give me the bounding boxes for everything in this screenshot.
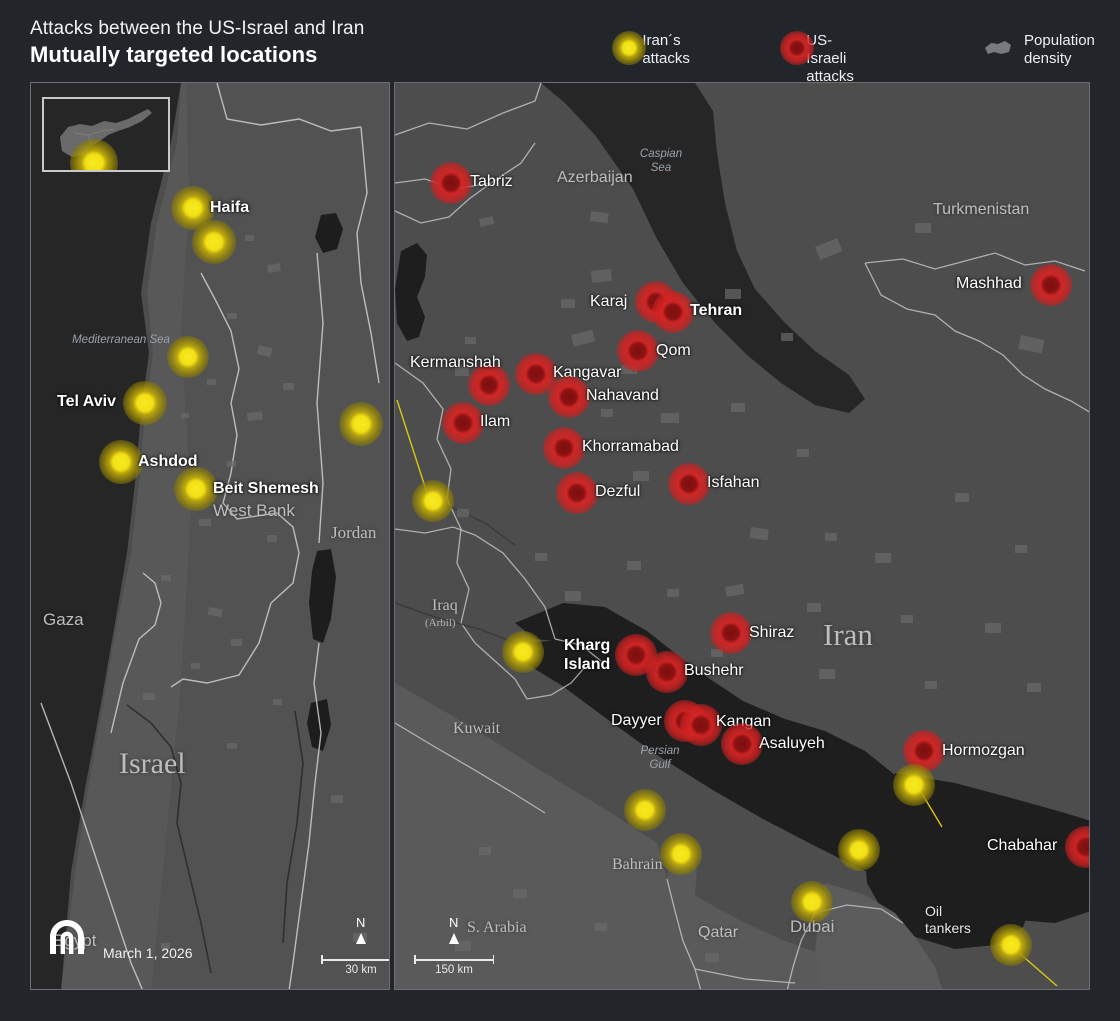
country-label-jordan: Jordan	[331, 523, 377, 542]
map-marker-mashhad[interactable]	[1030, 264, 1072, 306]
country-label-turkmenistan: Turkmenistan	[933, 201, 1030, 218]
city-label-tabriz: Tabriz	[470, 173, 513, 190]
legend-item-iran-attacks[interactable]: Iran´s attacks	[612, 31, 702, 68]
map-marker-asaluyeh[interactable]	[721, 723, 763, 765]
red-dot-icon	[780, 31, 814, 65]
city-label-asaluyeh: Asaluyeh	[759, 735, 825, 752]
country-label-gaza: Gaza	[43, 610, 84, 629]
scale-label-left: 30 km	[345, 964, 377, 976]
country-label-iran: Iran	[823, 617, 873, 652]
map-marker-tel-aviv[interactable]	[123, 381, 167, 425]
population-density-swatch-icon	[985, 41, 1011, 54]
iran-region-map-panel[interactable]: Caspian Sea Persian Gulf Iran Azerbaijan…	[394, 82, 1090, 990]
north-label-left: N	[356, 915, 366, 930]
legend-label: US-Israeli attacks	[806, 32, 854, 85]
city-label-beit-shemesh: Beit Shemesh	[213, 480, 319, 497]
north-label-right: N	[449, 915, 459, 930]
city-label-ashdod: Ashdod	[138, 453, 198, 470]
north-arrow-right-icon	[449, 933, 459, 944]
map-marker-oman-duqm[interactable]	[990, 924, 1032, 966]
city-label-dezful: Dezful	[595, 483, 641, 500]
map-marker-cyprus[interactable]	[70, 139, 118, 170]
iran-basemap	[395, 83, 1089, 989]
map-marker-qom[interactable]	[617, 330, 659, 372]
sea-label-persian-gulf: Persian Gulf	[640, 745, 680, 771]
map-marker-iraq-arbil[interactable]	[412, 480, 454, 522]
map-marker-bushehr[interactable]	[646, 651, 688, 693]
city-label-kharg-island: Kharg Island	[564, 637, 611, 673]
city-label-khorramabad: Khorramabad	[582, 438, 679, 455]
country-label-qatar: Qatar	[698, 924, 739, 941]
page-title: Mutually targeted locations	[30, 42, 318, 67]
map-marker-qatar[interactable]	[660, 833, 702, 875]
city-label-qom: Qom	[656, 342, 691, 359]
city-label-kermanshah: Kermanshah	[410, 354, 501, 371]
israel-basemap	[31, 83, 389, 989]
city-label-karaj: Karaj	[590, 293, 628, 310]
legend-item-us-israeli-attacks[interactable]: US-Israeli attacks	[780, 31, 870, 86]
map-marker-kermanshah[interactable]	[468, 364, 510, 406]
country-label-israel: Israel	[119, 747, 186, 780]
publication-date: March 1, 2026	[103, 945, 193, 961]
map-marker-beit-shemesh[interactable]	[174, 467, 218, 511]
legend-label: Iran´s attacks	[642, 32, 690, 67]
map-marker-khorramabad[interactable]	[543, 427, 585, 469]
country-label-kuwait: Kuwait	[453, 720, 501, 737]
map-marker-coastal-central[interactable]	[167, 336, 209, 378]
map-marker-tabriz[interactable]	[430, 162, 472, 204]
map-marker-dubai[interactable]	[838, 829, 880, 871]
city-label-mashhad: Mashhad	[956, 275, 1022, 292]
map-marker-isfahan[interactable]	[668, 463, 710, 505]
map-marker-kangan[interactable]	[680, 704, 722, 746]
legend-item-population-density[interactable]: Population density	[982, 31, 1095, 68]
map-marker-ashdod[interactable]	[99, 440, 143, 484]
country-label-azerbaijan: Azerbaijan	[557, 169, 633, 186]
city-label-shiraz: Shiraz	[749, 624, 795, 641]
city-label-hormozgan: Hormozgan	[942, 742, 1025, 759]
city-label-dayyer: Dayyer	[611, 712, 662, 729]
map-marker-bahrain[interactable]	[624, 789, 666, 831]
country-label-saudi-arabia: S. Arabia	[467, 919, 527, 936]
map-marker-oil-tankers[interactable]	[893, 764, 935, 806]
city-label-bushehr: Bushehr	[684, 662, 744, 679]
city-label-tehran: Tehran	[690, 302, 743, 319]
title-block: Attacks between the US-Israel and Iran M…	[30, 17, 364, 69]
map-marker-coastal-north[interactable]	[192, 220, 236, 264]
header: Attacks between the US-Israel and Iran M…	[0, 0, 1120, 85]
annotation-oil-tankers: Oil tankers	[925, 903, 971, 936]
city-label-tel-aviv: Tel Aviv	[57, 393, 116, 410]
map-marker-uae[interactable]	[791, 881, 833, 923]
map-marker-nahavand[interactable]	[548, 376, 590, 418]
kicker: Attacks between the US-Israel and Iran	[30, 18, 365, 39]
map-marker-ilam[interactable]	[442, 402, 484, 444]
map-marker-shiraz[interactable]	[710, 612, 752, 654]
city-label-ilam: Ilam	[480, 413, 511, 430]
scale-label-right: 150 km	[435, 964, 473, 976]
sea-label-caspian: Caspian Sea	[639, 148, 683, 174]
legend-label: Population density	[1024, 32, 1095, 67]
map-marker-jordan[interactable]	[339, 402, 383, 446]
annotation-arbil: (Arbil)	[425, 617, 456, 629]
cyprus-inset[interactable]	[42, 97, 170, 172]
north-arrow-left-icon	[356, 933, 366, 944]
sea-label-mediterranean: Mediterranean Sea	[72, 334, 170, 346]
city-label-nahavand: Nahavand	[586, 387, 659, 404]
yellow-dot-icon	[612, 31, 646, 65]
anadolu-agency-logo	[50, 920, 84, 954]
map-marker-kuwait[interactable]	[502, 631, 544, 673]
country-label-west-bank: West Bank	[213, 501, 295, 520]
country-label-dubai: Dubai	[790, 917, 835, 936]
city-label-haifa: Haifa	[210, 199, 250, 216]
country-label-iraq: Iraq	[432, 597, 458, 614]
map-marker-tehran[interactable]	[652, 291, 694, 333]
israel-map-panel[interactable]: Mediterranean Sea Israel West Bank Jorda…	[30, 82, 390, 990]
city-label-chabahar: Chabahar	[987, 837, 1058, 854]
map-marker-dezful[interactable]	[556, 472, 598, 514]
city-label-isfahan: Isfahan	[707, 474, 760, 491]
country-label-bahrain: Bahrain	[612, 856, 663, 873]
